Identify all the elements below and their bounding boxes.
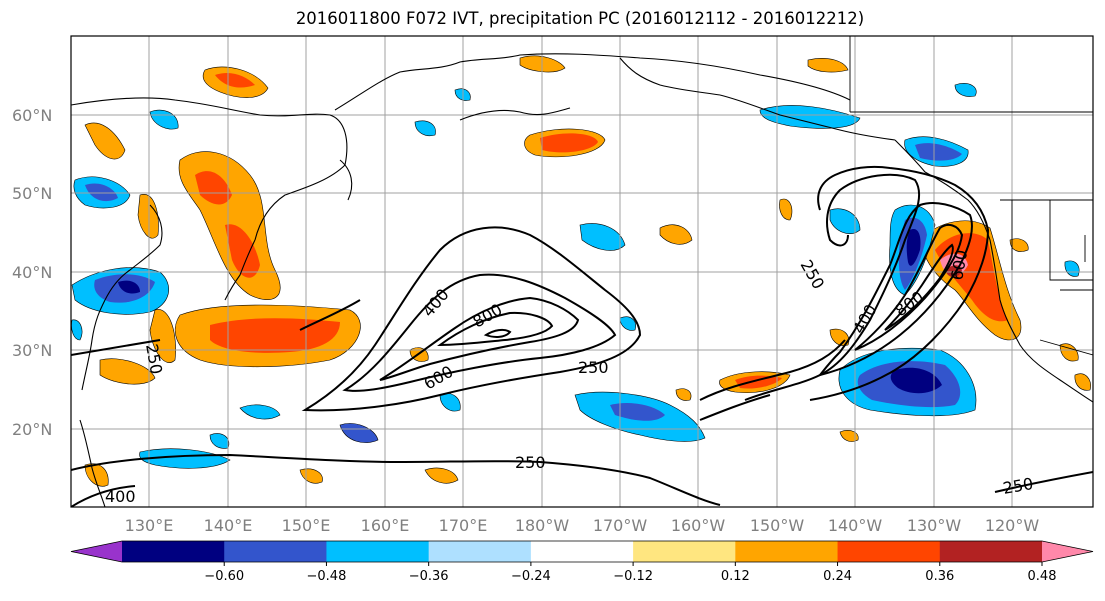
lon-label: 170°W [593, 516, 648, 535]
colorbar-tick-label: −0.12 [613, 569, 653, 584]
colorbar-tick-label: 0.24 [823, 569, 852, 584]
colorbar-tick-label: 0.12 [721, 569, 750, 584]
lon-label: 170°E [439, 516, 488, 535]
lat-label-50n: 50°N [12, 184, 52, 203]
colorbar-segment [735, 541, 839, 562]
lon-label: 150°W [750, 516, 805, 535]
colorbar-segment [326, 541, 430, 562]
colorbar-extend-max [1042, 541, 1093, 562]
colorbar-outline [70, 540, 1094, 563]
contour-label: 400 [105, 487, 136, 506]
colorbar-segment [224, 541, 327, 562]
colorbar-segment [428, 541, 532, 562]
contour-label: 400 [419, 285, 453, 321]
lat-label-20n: 20°N [12, 420, 52, 439]
coastlines [71, 53, 1093, 507]
lon-label: 180°W [515, 516, 570, 535]
lat-label-30n: 30°N [12, 341, 52, 360]
lon-label: 140°W [828, 516, 883, 535]
colorbar-tick-label: −0.36 [409, 569, 449, 584]
colorbar-tick-label: 0.36 [925, 569, 954, 584]
contour-label: 250 [515, 453, 546, 472]
map-title: 2016011800 F072 IVT, precipitation PC (2… [295, 9, 865, 28]
colorbar-segment [633, 541, 736, 562]
colorbar-tick-label: −0.48 [307, 569, 347, 584]
lon-label: 160°E [361, 516, 410, 535]
contour-label: 250 [797, 257, 829, 293]
lat-label-40n: 40°N [12, 263, 52, 282]
lon-label: 130°W [907, 516, 962, 535]
lon-label: 150°E [282, 516, 331, 535]
lat-label-60n: 60°N [12, 106, 52, 125]
colorbar-tick-label: −0.24 [511, 569, 551, 584]
longitude-labels: 130°E 140°E 150°E 160°E 170°E 180°W 170°… [125, 516, 1040, 535]
colorbar-segment [837, 541, 941, 562]
map-layers: 400 800 600 250 250 250 400 800 600 250 … [71, 36, 1093, 507]
borders [849, 36, 1093, 356]
contour-label: 250 [1001, 474, 1034, 498]
colorbar-segment [530, 541, 634, 562]
lon-label: 120°W [985, 516, 1040, 535]
colorbar-extend-min [71, 541, 122, 562]
contour-label: 600 [421, 362, 457, 394]
colorbar-tick-label: −0.60 [204, 569, 244, 584]
colorbar-segment [939, 541, 1043, 562]
colorbar: −0.60 −0.48 −0.36 −0.24 −0.12 0.12 0.24 0.36 0.4… [70, 540, 1094, 584]
ivt-contours [71, 165, 1093, 507]
contour-label: 250 [578, 358, 609, 377]
colorbar-segment [122, 541, 225, 562]
latitude-labels: 60°N 50°N 40°N 30°N 20°N [12, 106, 52, 439]
lon-label: 160°W [671, 516, 726, 535]
lon-label: 130°E [125, 516, 174, 535]
colorbar-tick-label: 0.48 [1028, 569, 1057, 584]
lon-label: 140°E [204, 516, 253, 535]
precip-positive-shading [84, 55, 1091, 487]
map-frame [70, 35, 1094, 508]
